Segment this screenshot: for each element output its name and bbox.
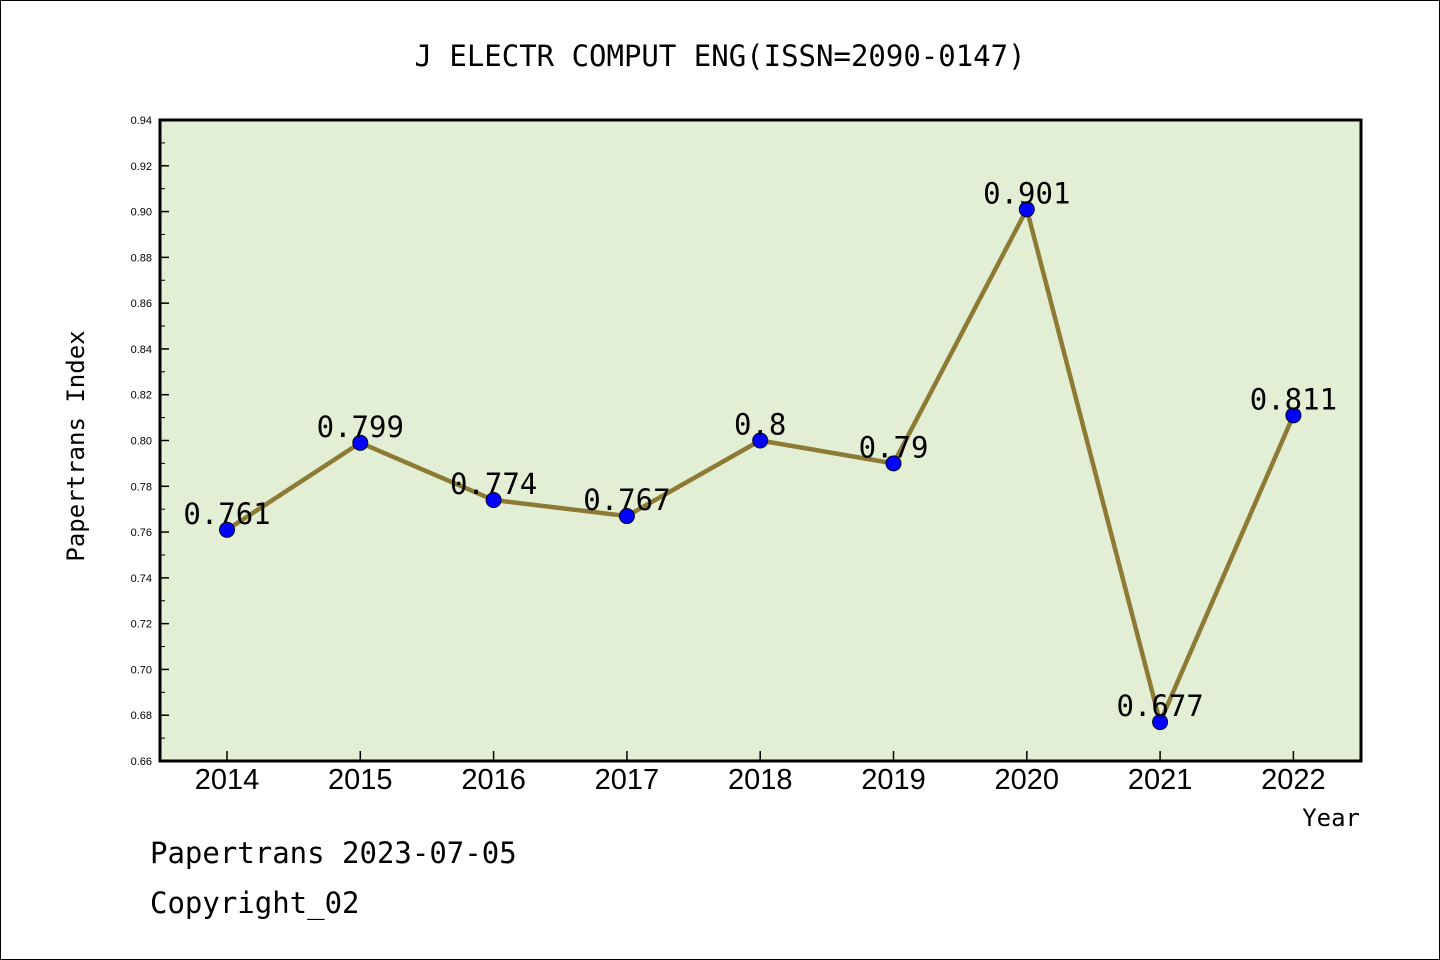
- x-tick-label: 2019: [861, 764, 926, 796]
- data-label: 0.79: [859, 430, 929, 464]
- y-tick-label: 0.76: [131, 527, 152, 539]
- data-point: [885, 455, 902, 472]
- x-tick-label: 2018: [728, 764, 793, 796]
- y-tick-label: 0.92: [131, 161, 152, 173]
- y-tick-label: 0.74: [131, 573, 152, 585]
- y-tick-label: 0.70: [131, 664, 152, 676]
- data-point: [752, 432, 769, 449]
- data-label: 0.8: [734, 408, 786, 442]
- data-labels: 0.761 0.799 0.774 0.767 0.8 0.79 0.901 0.677 0.8…: [183, 176, 1337, 723]
- y-tick-label: 0.72: [131, 619, 152, 631]
- data-point: [485, 492, 502, 509]
- footer-copyright: Copyright_02: [150, 886, 360, 920]
- y-tick-label: 0.66: [131, 756, 152, 768]
- data-point: [618, 508, 635, 525]
- data-label: 0.677: [1116, 689, 1203, 723]
- x-tick-label: 2014: [195, 764, 260, 796]
- x-tick-label: 2016: [461, 764, 526, 796]
- x-axis-label: Year: [1302, 804, 1360, 832]
- y-tick-label: 0.78: [131, 481, 152, 493]
- data-point: [1285, 407, 1302, 424]
- y-tick-label: 0.88: [131, 252, 152, 264]
- x-tick-label: 2020: [995, 764, 1060, 796]
- data-label: 0.767: [583, 483, 670, 517]
- data-label: 0.811: [1250, 382, 1337, 416]
- data-point: [352, 434, 369, 451]
- data-point: [1018, 201, 1035, 218]
- y-tick-label: 0.86: [131, 298, 152, 310]
- x-tick-label: 2017: [595, 764, 660, 796]
- data-point: [1152, 714, 1169, 731]
- y-tick-label: 0.82: [131, 390, 152, 402]
- y-axis-ticks: 0.66 0.68 0.70 0.72 0.74 0.76 0.78 0.80 0.82 0.84…: [131, 115, 169, 768]
- data-label: 0.761: [183, 497, 270, 531]
- chart-title: J ELECTR COMPUT ENG(ISSN=2090-0147): [414, 39, 1025, 73]
- y-tick-label: 0.84: [131, 344, 152, 356]
- footer-date: Papertrans 2023-07-05: [150, 836, 517, 870]
- x-tick-label: 2015: [328, 764, 393, 796]
- data-points: [219, 201, 1302, 731]
- y-axis-label: Papertrans Index: [62, 330, 90, 561]
- y-tick-label: 0.68: [131, 710, 152, 722]
- data-label: 0.774: [450, 467, 537, 501]
- x-tick-label: 2022: [1261, 764, 1326, 796]
- y-tick-label: 0.94: [131, 115, 152, 127]
- data-label: 0.799: [317, 410, 404, 444]
- data-point: [219, 521, 235, 538]
- data-label: 0.901: [983, 176, 1070, 210]
- x-axis-ticks: 2014 2015 2016 2017 2018 2019 2020 2021 2022: [195, 751, 1326, 796]
- y-tick-label: 0.90: [131, 207, 152, 219]
- x-tick-label: 2021: [1128, 764, 1193, 796]
- y-tick-label: 0.80: [131, 436, 152, 448]
